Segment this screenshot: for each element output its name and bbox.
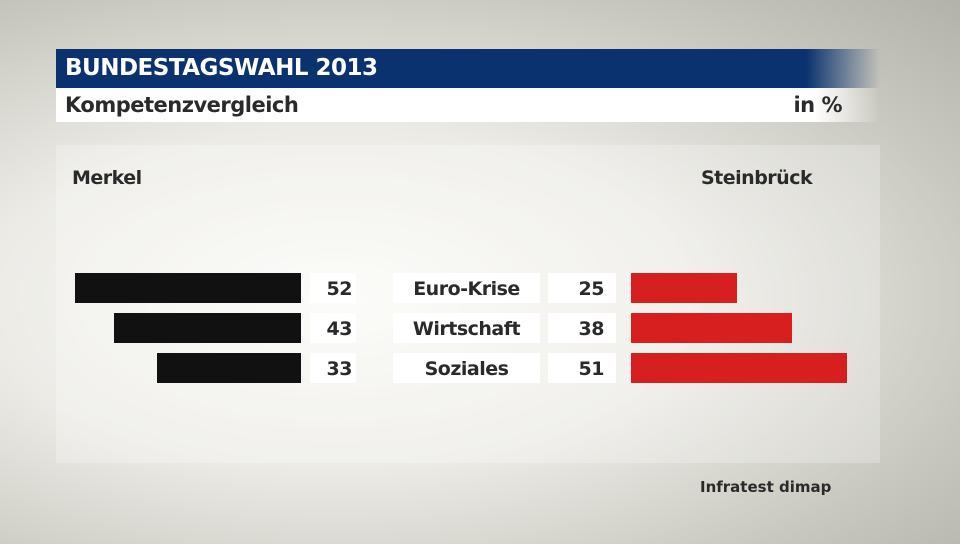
value-steinbrueck: 51 — [548, 353, 616, 383]
value-merkel: 52 — [310, 273, 356, 303]
unit-label: in % — [793, 93, 842, 117]
category-label: Wirtschaft — [393, 313, 540, 343]
bar-merkel — [157, 353, 301, 383]
value-merkel: 33 — [310, 353, 356, 383]
bar-steinbrueck — [631, 353, 848, 383]
bar-merkel — [74, 273, 301, 303]
source-label: Infratest dimap — [700, 478, 832, 496]
chart-subtitle: Kompetenzvergleich — [65, 93, 299, 117]
subtitle-bar: Kompetenzvergleich in % — [56, 88, 880, 122]
bar-steinbrueck — [631, 273, 737, 303]
value-merkel: 43 — [310, 313, 356, 343]
bar-merkel — [113, 313, 301, 343]
value-steinbrueck: 25 — [548, 273, 616, 303]
bar-steinbrueck — [631, 313, 793, 343]
legend-left: Merkel — [72, 167, 142, 189]
category-label: Soziales — [393, 353, 540, 383]
header-title: BUNDESTAGSWAHL 2013 — [56, 49, 880, 88]
category-label: Euro-Krise — [393, 273, 540, 303]
chart-panel — [56, 145, 880, 463]
legend-right: Steinbrück — [701, 167, 813, 189]
value-steinbrueck: 38 — [548, 313, 616, 343]
